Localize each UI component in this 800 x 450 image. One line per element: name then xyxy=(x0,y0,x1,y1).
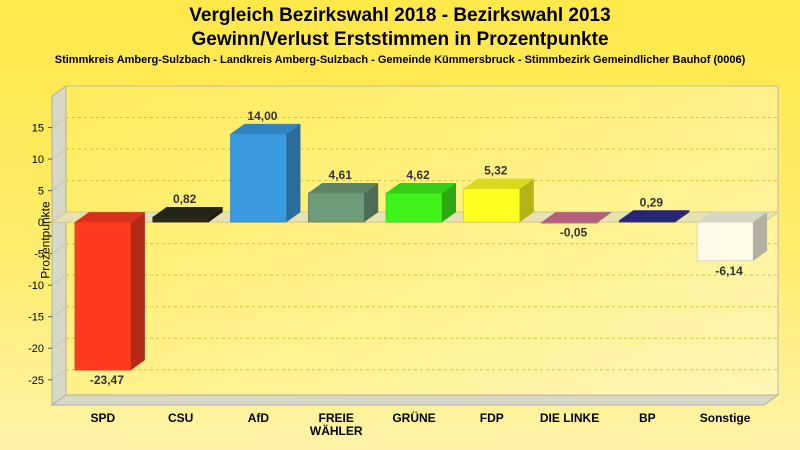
x-tick-label: AfD xyxy=(248,411,270,425)
grid-line-side xyxy=(51,148,67,160)
y-tick-label: -15 xyxy=(28,312,44,324)
bar xyxy=(385,192,443,223)
data-label: 4,62 xyxy=(406,168,430,182)
grid-line-side xyxy=(51,274,67,286)
bar-side xyxy=(286,123,301,223)
data-label: 5,32 xyxy=(484,164,508,178)
data-label: -23,47 xyxy=(90,373,124,387)
chart-caption: Stimmkreis Amberg-Sulzbach - Landkreis A… xyxy=(54,54,746,66)
y-tick-label: -20 xyxy=(28,343,44,355)
x-tick-label: CSU xyxy=(168,411,193,425)
bar xyxy=(541,221,598,224)
grid-line-side xyxy=(51,117,67,128)
data-label: -0,05 xyxy=(560,225,588,239)
y-tick-label: -25 xyxy=(28,375,44,387)
bar xyxy=(230,133,287,223)
bar-side xyxy=(519,178,534,223)
grid-line-side xyxy=(51,243,67,255)
grid-line-side xyxy=(51,337,67,349)
grid-line-side xyxy=(51,369,67,381)
bar-top xyxy=(308,183,379,194)
grid-line-side xyxy=(51,306,67,318)
bar-top xyxy=(74,212,145,223)
x-tick-label: SPD xyxy=(91,411,116,425)
data-label: 4,61 xyxy=(329,168,353,182)
bar xyxy=(619,220,676,223)
bar xyxy=(152,216,209,223)
y-tick-label: -5 xyxy=(34,249,44,261)
y-tick-label: 10 xyxy=(32,154,44,166)
x-tick-label: FDP xyxy=(480,411,504,425)
chart-subtitle: Gewinn/Verlust Erststimmen in Prozentpun… xyxy=(191,29,609,50)
plot-back-wall xyxy=(65,85,779,396)
y-tick-label: 0 xyxy=(38,217,44,229)
data-label: 0,82 xyxy=(173,192,197,206)
data-label: -6,14 xyxy=(715,264,743,278)
chart-title: Vergleich Bezirkswahl 2018 - Bezirkswahl… xyxy=(189,5,611,26)
data-label: 0,29 xyxy=(640,195,664,209)
bar-side xyxy=(675,210,690,223)
bar xyxy=(74,221,132,371)
bar-top xyxy=(619,210,690,221)
bar-side xyxy=(753,212,768,261)
bar-top xyxy=(230,123,301,134)
bar-side xyxy=(130,212,145,371)
y-tick-label: 15 xyxy=(32,123,44,135)
grid-line-side xyxy=(51,180,67,191)
bar-top xyxy=(386,182,456,193)
bar xyxy=(696,221,754,262)
y-tick-label: -10 xyxy=(28,280,44,292)
x-tick-label: DIE LINKE xyxy=(540,411,599,425)
bar-top xyxy=(463,178,534,189)
x-tick-label: WÄHLER xyxy=(310,423,363,438)
bar-side xyxy=(597,212,612,223)
bar-side xyxy=(442,182,456,223)
bar-top xyxy=(152,206,223,217)
y-tick-label: 5 xyxy=(38,186,44,198)
bar-top xyxy=(697,212,768,223)
bar xyxy=(463,188,521,223)
x-tick-label: Sonstige xyxy=(700,411,751,425)
plot-floor xyxy=(50,394,780,406)
bar-side xyxy=(208,206,223,223)
x-tick-label: GRÜNE xyxy=(392,410,435,425)
bar-side xyxy=(364,183,379,223)
bar-top xyxy=(541,212,612,223)
x-tick-label: FREIE xyxy=(319,411,354,425)
x-tick-label: BP xyxy=(639,411,656,425)
data-label: 14,00 xyxy=(247,109,277,123)
bar xyxy=(307,192,365,223)
